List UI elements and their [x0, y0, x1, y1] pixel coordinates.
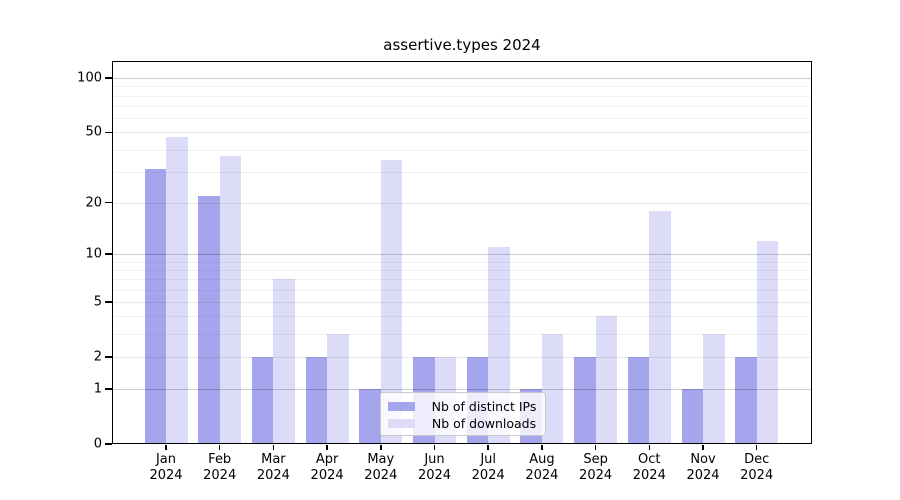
gridline-9	[112, 261, 812, 263]
y-tick-5	[105, 301, 112, 303]
y-tick-20	[105, 201, 112, 204]
gridline-6	[112, 289, 812, 291]
chart-title: assertive.types 2024	[383, 36, 541, 54]
y-tick-label-10: 10	[85, 246, 102, 262]
gridline-8	[112, 269, 812, 271]
x-tick-nov	[702, 445, 704, 450]
bar-apr-downloads	[327, 334, 349, 444]
x-tick-feb	[218, 445, 221, 450]
gridline-20	[112, 202, 812, 204]
y-tick-label-20: 20	[85, 195, 102, 211]
downloads-swatch-icon	[388, 418, 415, 428]
bar-feb-distinct-ips	[198, 195, 220, 444]
x-tick-label-oct: Oct 2024	[632, 452, 666, 483]
gridline-30	[112, 171, 812, 173]
bar-sep-downloads	[595, 316, 618, 444]
y-tick-label-1: 1	[93, 381, 102, 397]
bar-apr-distinct-ips	[305, 356, 328, 444]
bar-feb-downloads	[219, 155, 242, 444]
x-tick-label-aug: Aug 2024	[525, 452, 559, 483]
gridline-4	[112, 316, 812, 318]
bar-dec-distinct-ips	[735, 356, 757, 444]
x-tick-label-jun: Jun 2024	[417, 452, 452, 483]
x-tick-mar	[272, 445, 275, 450]
bar-jan-distinct-ips	[144, 169, 166, 444]
x-tick-may	[380, 445, 382, 450]
gridline-80	[112, 95, 812, 97]
gridline-3	[112, 334, 812, 336]
gridline-5	[112, 301, 812, 303]
bar-mar-distinct-ips	[251, 356, 274, 444]
x-tick-dec	[755, 445, 758, 450]
y-tick-10	[105, 253, 112, 255]
legend-item-distinct-ips: Nb of distinct IPs	[388, 398, 537, 414]
y-tick-1	[105, 388, 112, 390]
x-tick-sep	[594, 445, 597, 450]
bar-nov-distinct-ips	[681, 389, 703, 444]
y-tick-100	[105, 77, 112, 79]
y-tick-label-5: 5	[93, 294, 102, 310]
x-tick-jul	[487, 445, 489, 450]
y-tick-50	[105, 131, 112, 134]
bar-mar-downloads	[273, 279, 295, 444]
y-tick-0	[105, 443, 112, 445]
y-tick-label-100: 100	[77, 70, 102, 86]
gridline-70	[112, 106, 812, 108]
legend-label-downloads: Nb of downloads	[431, 415, 537, 431]
bar-nov-downloads	[703, 334, 725, 444]
bar-aug-downloads	[541, 334, 564, 444]
gridline-100	[112, 78, 812, 80]
x-tick-jan	[165, 445, 167, 450]
legend-item-downloads: Nb of downloads	[388, 415, 537, 431]
chart-legend: Nb of distinct IPs Nb of downloads	[380, 392, 546, 436]
bar-oct-distinct-ips	[627, 356, 650, 444]
x-tick-jun	[433, 445, 436, 450]
x-tick-aug	[541, 445, 543, 450]
x-tick-apr	[326, 445, 328, 450]
x-tick-label-feb: Feb 2024	[203, 452, 237, 483]
gridline-40	[112, 149, 812, 151]
x-tick-label-dec: Dec 2024	[740, 452, 774, 483]
plot-area	[112, 61, 812, 444]
y-tick-label-50: 50	[85, 124, 102, 140]
bar-dec-downloads	[756, 240, 779, 444]
gridline-1	[112, 389, 812, 391]
gridline-50	[112, 132, 812, 134]
x-tick-label-nov: Nov 2024	[686, 452, 720, 483]
gridline-10	[112, 253, 812, 255]
gridline-7	[112, 279, 812, 281]
y-tick-label-0: 0	[93, 436, 102, 452]
distinct-ips-swatch-icon	[388, 401, 415, 411]
x-tick-label-jul: Jul 2024	[471, 452, 505, 483]
x-tick-label-jan: Jan 2024	[149, 452, 183, 483]
gridline-90	[112, 86, 812, 88]
gridline-60	[112, 118, 812, 120]
bar-oct-downloads	[649, 210, 671, 444]
x-tick-label-sep: Sep 2024	[579, 452, 613, 483]
y-tick-2	[105, 356, 112, 358]
x-tick-label-apr: Apr 2024	[310, 452, 344, 483]
gridline-2	[112, 356, 812, 358]
bar-sep-distinct-ips	[574, 356, 596, 444]
x-tick-label-may: May 2024	[364, 452, 398, 483]
x-tick-label-mar: Mar 2024	[256, 452, 290, 483]
bar-may-distinct-ips	[359, 389, 381, 444]
bar-may-downloads	[380, 159, 403, 444]
legend-label-distinct-ips: Nb of distinct IPs	[431, 398, 537, 414]
bar-jan-downloads	[166, 137, 188, 444]
x-tick-oct	[648, 445, 651, 450]
y-tick-label-2: 2	[93, 349, 102, 365]
